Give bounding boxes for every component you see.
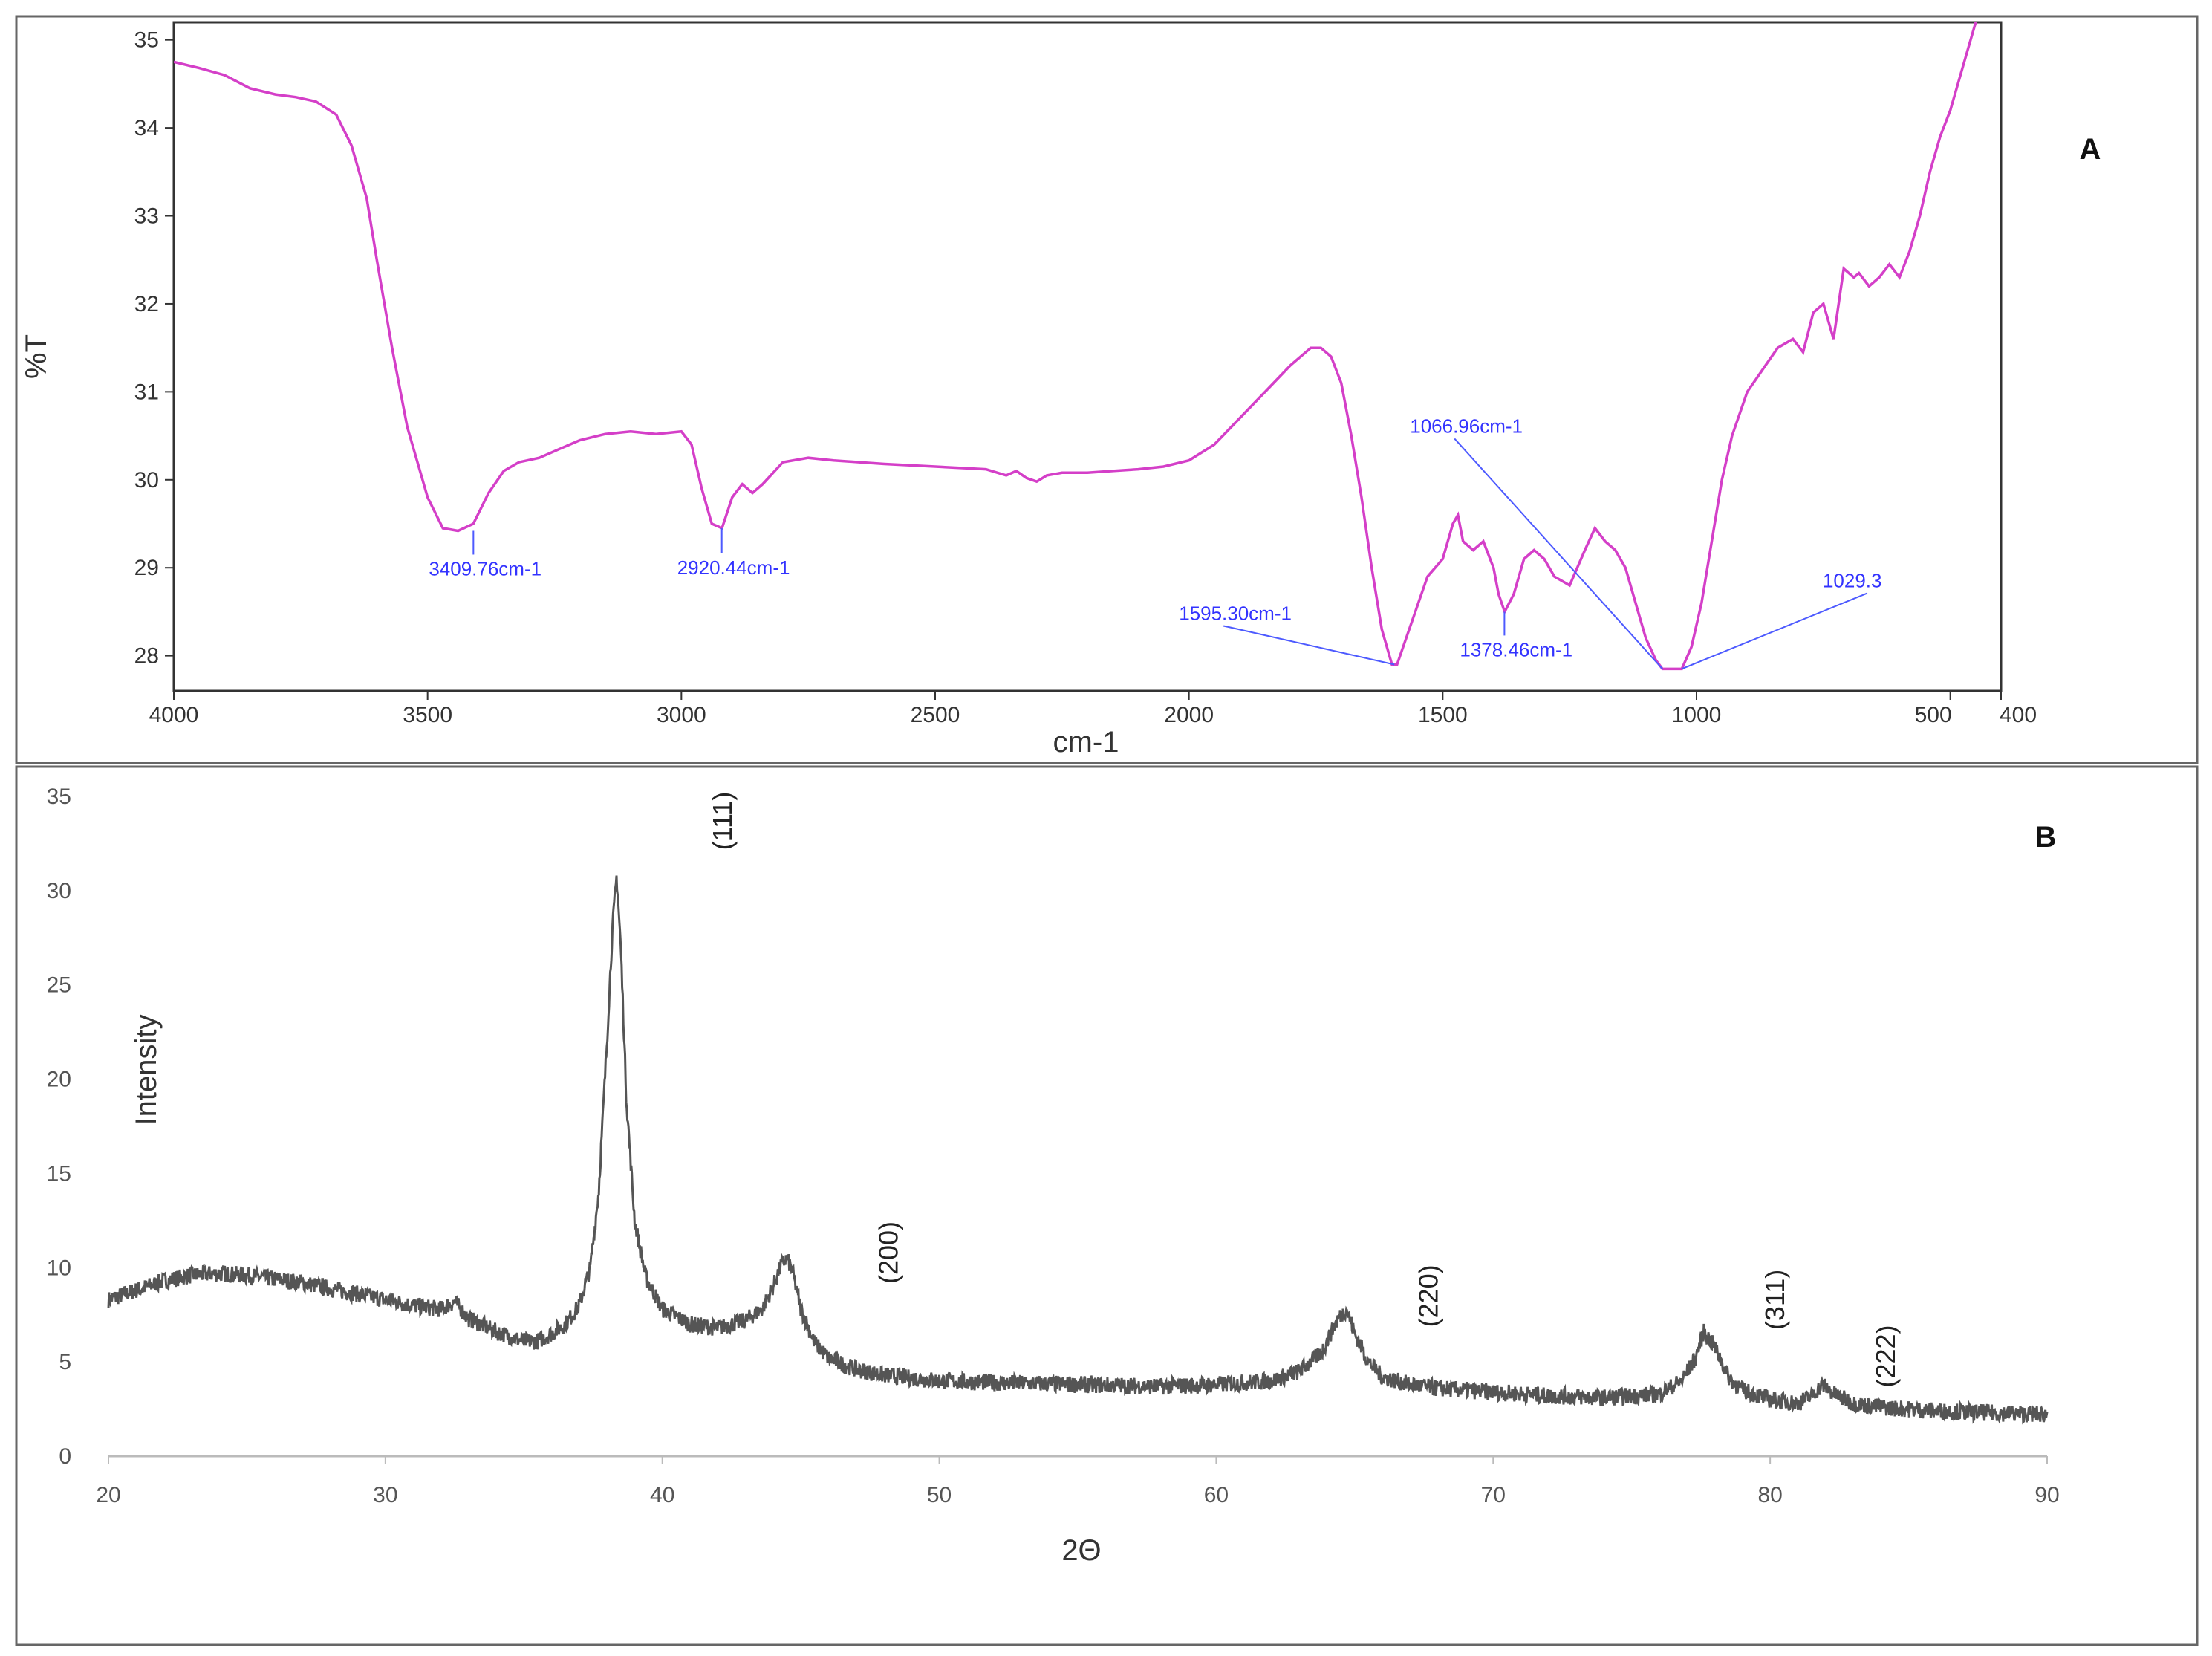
panel-a-annotation-label: 1595.30cm-1	[1179, 602, 1292, 624]
panel-b-peak-label: (200)	[874, 1221, 904, 1284]
panel-a-y-tick-label: 29	[134, 556, 159, 580]
panel-b-peak-label: (222)	[1870, 1325, 1901, 1388]
panel-b-x-tick-label: 60	[1204, 1483, 1229, 1507]
panel-b-x-tick-label: 20	[96, 1483, 120, 1507]
panel-a-y-axis-label: %T	[20, 334, 53, 379]
panel-a-x-tick-label: 1500	[1418, 703, 1468, 727]
panel-b-x-tick-label: 30	[373, 1483, 397, 1507]
panel-b-y-tick-label: 5	[59, 1350, 71, 1374]
panel-b-y-axis-label: Intensity	[130, 1015, 163, 1126]
panel-a-annotation-leader	[1454, 438, 1663, 670]
panel-a-y-ticks: 28 29 30 31 32 33 34 35	[134, 28, 174, 669]
panel-a-x-tick-label: 500	[1915, 703, 1952, 727]
panel-a-annotation-label: 1066.96cm-1	[1410, 415, 1523, 437]
panel-a-plot-area	[172, 21, 2003, 692]
panel-b-peak-label: (111)	[707, 792, 738, 851]
panel-b-x-tick-label: 50	[927, 1483, 952, 1507]
panel-a-y-tick-label: 32	[134, 292, 159, 316]
panel-a-x-tick-label: 2500	[911, 703, 960, 727]
panel-a-y-tick-label: 28	[134, 644, 159, 669]
panel-b-frame	[15, 765, 2199, 1646]
panel-b-series-group	[107, 875, 2049, 1425]
panel-a-x-tick-label: 3500	[403, 703, 452, 727]
panel-a-x-tick-label: 4000	[149, 703, 199, 727]
panel-b-y-tick-label: 10	[47, 1256, 71, 1280]
panel-b-x-tick-label: 90	[2034, 1483, 2059, 1507]
panel-a-annotation-leader	[1681, 592, 1868, 670]
panel-a-series-group	[174, 22, 1977, 671]
panel-b-y-tick-label: 20	[47, 1068, 71, 1092]
panel-a-series-line	[174, 22, 1977, 671]
panel-b-series-line	[107, 875, 2049, 1425]
panel-b-x-ticks: 20 30 40 50 60 70 80 90	[96, 1456, 2060, 1507]
panel-a-annotation-label: 3409.76cm-1	[429, 557, 541, 579]
panel-a-annotation-label: 1029.3	[1823, 569, 1882, 591]
panel-b-x-tick-label: 70	[1481, 1483, 1506, 1507]
panel-b-x-tick-label: 80	[1757, 1483, 1782, 1507]
panel-b-label: B	[2035, 821, 2057, 854]
panel-a-frame	[15, 15, 2199, 764]
panel-b-x-axis-label: 2Θ	[1061, 1534, 1101, 1567]
panel-a-x-tick-label: 3000	[657, 703, 706, 727]
panel-a-x-axis-label: cm-1	[1053, 726, 1119, 759]
panel-b-peak-label: (220)	[1414, 1264, 1444, 1327]
panel-b-y-ticks: 0 5 10 15 20 25 30 35	[47, 785, 71, 1469]
panel-a-x-ticks: 4000 3500 3000 2500 2000 1500 1000 500 400	[149, 691, 2037, 727]
panel-b-annotations: (111) (200) (220) (311) (222)	[707, 792, 1901, 1388]
panel-a-y-tick-label: 31	[134, 380, 159, 404]
panel-b-x-tick-label: 40	[650, 1483, 674, 1507]
panel-a-y-tick-label: 34	[134, 116, 159, 140]
panel-a-x-tick-label: 400	[2000, 703, 2037, 727]
panel-b-y-tick-label: 30	[47, 879, 71, 903]
panel-a-label: A	[2080, 133, 2101, 166]
panel-a-annotation-label: 2920.44cm-1	[677, 556, 790, 579]
panel-a-annotations: 3409.76cm-1 2920.44cm-1 1595.30cm-1 1378.46…	[429, 415, 1882, 670]
panel-a-y-tick-label: 30	[134, 468, 159, 493]
panel-b-y-tick-label: 35	[47, 785, 71, 809]
panel-b-peak-label: (311)	[1760, 1270, 1790, 1330]
panel-a-annotation-label: 1378.46cm-1	[1460, 638, 1572, 660]
panel-b-y-tick-label: 15	[47, 1161, 71, 1186]
panel-a-y-tick-label: 35	[134, 28, 159, 53]
panel-b-y-tick-label: 0	[59, 1444, 71, 1469]
panel-a-y-tick-label: 33	[134, 204, 159, 229]
panel-a-x-tick-label: 2000	[1164, 703, 1214, 727]
panel-a-annotation-leader	[1223, 625, 1395, 666]
panel-b-y-tick-label: 25	[47, 973, 71, 998]
panel-a-x-tick-label: 1000	[1672, 703, 1722, 727]
